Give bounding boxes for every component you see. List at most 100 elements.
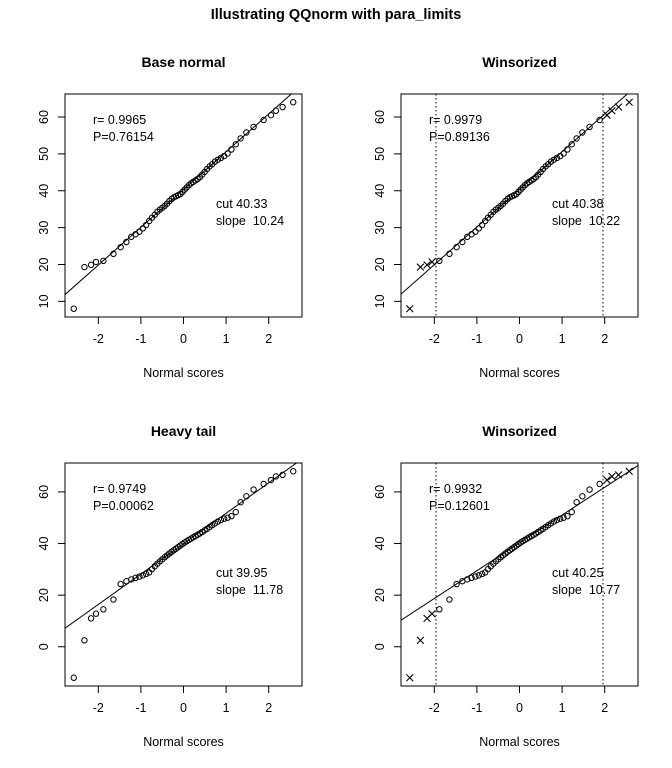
data-point [217, 154, 225, 162]
data-point [139, 572, 147, 579]
data-point [453, 580, 460, 588]
r-annotation: r= 0.9749 [93, 482, 146, 496]
data-point [87, 261, 95, 269]
data-point [464, 576, 471, 583]
data-point [446, 596, 453, 603]
data-point [70, 674, 77, 681]
data-point-cross [428, 258, 436, 266]
data-point [568, 141, 575, 148]
data-point [87, 615, 95, 622]
x-tick-label: 2 [265, 701, 272, 715]
x-axis-label: Normal scores [143, 735, 224, 749]
cut-annotation: cut 40.25 [552, 566, 603, 580]
x-tick-label: 1 [223, 701, 230, 715]
data-point [243, 493, 250, 500]
r-annotation: r= 0.9932 [429, 482, 482, 496]
data-point [110, 596, 117, 603]
x-tick-label: -1 [471, 332, 482, 346]
data-point [459, 238, 466, 246]
data-point-cross [416, 636, 425, 645]
data-point [81, 637, 88, 644]
data-point [550, 518, 558, 525]
panel-title-winsorized-normal: Winsorized [482, 54, 557, 70]
figure-title: Illustrating QQnorm with para_limits [210, 7, 462, 23]
data-point [446, 250, 453, 258]
y-tick-label: 60 [373, 485, 387, 499]
data-point [478, 570, 486, 578]
data-point-cross [625, 98, 634, 107]
data-point [586, 123, 593, 131]
x-tick-label: 1 [559, 701, 566, 715]
slope-annotation: slope 10.22 [552, 214, 620, 228]
data-point [237, 135, 244, 142]
data-point [110, 250, 117, 258]
data-point [478, 221, 486, 229]
data-point-cross [625, 467, 634, 476]
data-point [100, 606, 107, 613]
y-tick-label: 20 [373, 257, 387, 271]
data-point [279, 471, 286, 479]
panel-title-base-normal: Base normal [141, 54, 226, 70]
y-tick-label: 0 [37, 643, 51, 650]
data-point [472, 228, 479, 235]
y-tick-label: 40 [373, 537, 387, 551]
data-point [128, 576, 135, 583]
y-tick-label: 30 [37, 221, 51, 235]
data-point [100, 257, 107, 265]
fit-line [401, 465, 638, 621]
data-point [142, 570, 150, 578]
data-point [272, 107, 280, 114]
data-point [250, 123, 257, 131]
data-point [436, 257, 443, 265]
data-point-cross [405, 304, 414, 313]
data-point [250, 486, 257, 493]
x-tick-label: -2 [93, 701, 104, 715]
data-point [132, 574, 139, 582]
data-point [472, 573, 479, 580]
data-point [136, 228, 143, 235]
x-tick-label: -1 [471, 701, 482, 715]
data-point [436, 606, 443, 613]
data-point [81, 263, 88, 271]
data-point [553, 154, 561, 162]
x-axis-label: Normal scores [479, 366, 560, 380]
qq-plot-winsorized-normal: -2 -1 0 1 2 10 20 30 40 50 60 Normal scores r= 0.997… [373, 93, 639, 380]
panel-title-heavy-tail: Heavy tail [150, 423, 217, 439]
x-tick-label: -2 [429, 701, 440, 715]
data-point [564, 146, 571, 153]
data-point [70, 305, 77, 312]
p-annotation: P=0.76154 [93, 130, 154, 144]
y-tick-label: 30 [373, 221, 387, 235]
data-point [553, 516, 561, 524]
y-tick-label: 60 [373, 110, 387, 124]
data-point [560, 150, 567, 157]
x-tick-label: 0 [516, 701, 523, 715]
cut-annotation: cut 40.33 [216, 197, 267, 211]
data-point [475, 572, 483, 579]
r-annotation: r= 0.9965 [93, 113, 146, 127]
data-point [123, 238, 130, 246]
data-point [267, 476, 275, 484]
y-tick-label: 20 [37, 588, 51, 602]
y-tick-label: 60 [37, 485, 51, 499]
data-point [260, 480, 267, 488]
cut-annotation: cut 40.38 [552, 197, 603, 211]
y-tick-label: 50 [37, 147, 51, 161]
x-axis-label: Normal scores [479, 735, 560, 749]
y-tick-label: 20 [373, 588, 387, 602]
qq-panel-base-normal: Base normal -2 -1 0 1 2 10 20 30 40 50 60 Normal sc… [0, 30, 336, 399]
x-tick-label: -1 [135, 701, 146, 715]
data-point-cross [428, 609, 436, 618]
data-point [117, 243, 124, 251]
data-point-cross [405, 673, 414, 682]
panel-grid: Base normal -2 -1 0 1 2 10 20 30 40 50 60 Normal sc… [0, 30, 672, 768]
cut-annotation: cut 39.95 [216, 566, 267, 580]
x-tick-label: 2 [601, 701, 608, 715]
slope-annotation: slope 11.78 [216, 583, 283, 597]
data-point [232, 141, 239, 148]
data-point [224, 514, 231, 521]
data-point [272, 473, 280, 480]
